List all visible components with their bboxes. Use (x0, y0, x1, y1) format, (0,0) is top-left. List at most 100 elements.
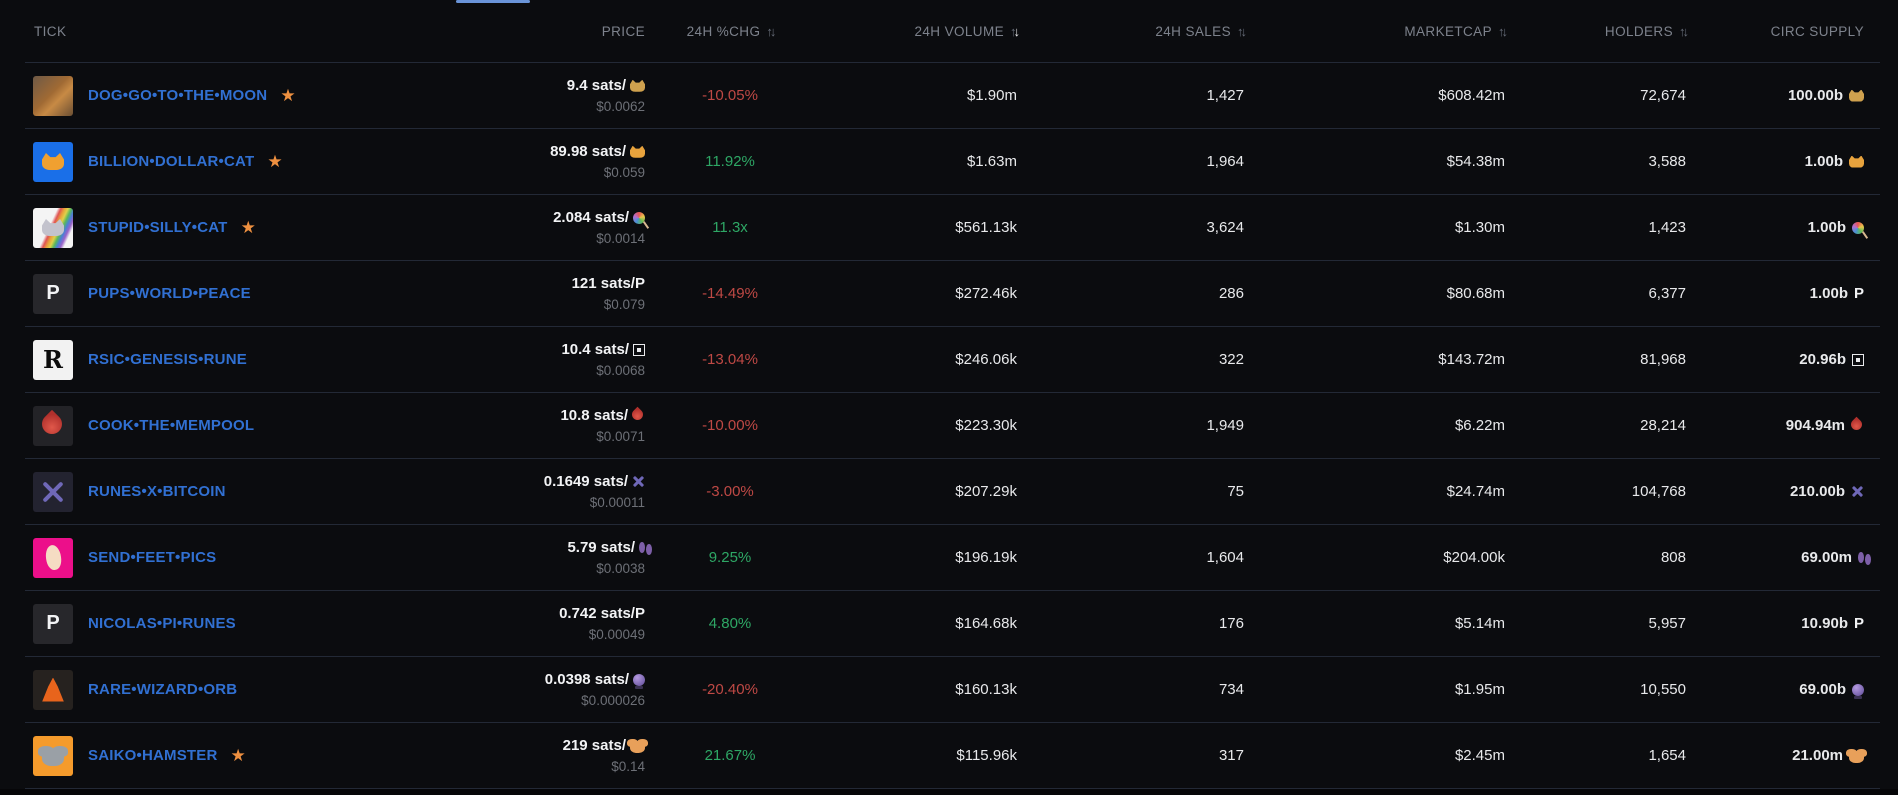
cat-face-icon (42, 153, 64, 170)
token-name-link[interactable]: STUPID•SILLY•CAT (88, 219, 228, 236)
token-name-link[interactable]: COOK•THE•MEMPOOL (88, 417, 255, 434)
sort-desc-icon: ↓ (1013, 23, 1020, 39)
rainbow-cat-thumbnail-icon (33, 207, 73, 248)
column-header-chg[interactable]: 24H %CHG ↑↓ (645, 24, 815, 39)
token-name-link[interactable]: RUNES•X•BITCOIN (88, 483, 226, 500)
circ-supply-value: 69.00m (1801, 549, 1852, 566)
volume-24h-value: $207.29k (955, 483, 1017, 500)
table-row[interactable]: DOG•GO•TO•THE•MOON ★ 9.4 sats/ $0.0062 -10.0… (25, 62, 1880, 128)
column-header-label: CIRC SUPPLY (1770, 23, 1864, 39)
token-name-link[interactable]: NICOLAS•PI•RUNES (88, 615, 236, 632)
foot-icon (43, 544, 63, 571)
price-cell: 5.79 sats/ $0.0038 (445, 537, 652, 578)
table-row[interactable]: COOK•THE•MEMPOOL 10.8 sats/ $0.0071 -10.00%… (25, 392, 1880, 458)
crystal-ball-emoji-icon (633, 673, 645, 689)
sort-asc-icon: ↑ (1679, 23, 1685, 39)
wizard-thumbnail-icon (33, 669, 73, 710)
price-usd: $0.00049 (588, 626, 645, 642)
table-row[interactable]: RARE•WIZARD•ORB 0.0398 sats/ $0.000026 -20.… (25, 656, 1880, 722)
star-icon[interactable]: ★ (240, 218, 256, 237)
price-sats-text: 121 sats/ (571, 274, 635, 292)
price-cell: 10.4 sats/ $0.0068 (445, 339, 645, 380)
circ-supply-value: 210.00b (1789, 483, 1845, 500)
star-icon[interactable]: ★ (230, 746, 246, 765)
flame-thumbnail-icon (33, 405, 73, 446)
hamster-thumbnail-icon (33, 735, 73, 776)
token-name-link[interactable]: PUPS•WORLD•PEACE (88, 285, 251, 302)
holders-value: 72,674 (1640, 87, 1686, 104)
tick-cell: STUPID•SILLY•CAT ★ (25, 207, 445, 248)
x-glyph-icon (632, 475, 645, 488)
sales-24h-value: 176 (1218, 615, 1244, 632)
price-sats-text: 5.79 sats/ (567, 538, 635, 556)
marketcap-value: $1.30m (1454, 219, 1505, 236)
purple-x-thumbnail-icon (33, 471, 73, 512)
column-header-sales[interactable]: 24H SALES ↑↓ (1017, 23, 1247, 39)
price-usd: $0.079 (603, 296, 645, 312)
column-header-mcap[interactable]: MARKETCAP ↑↓ (1244, 23, 1508, 39)
price-usd: $0.0038 (596, 560, 645, 576)
p-letter-icon: P (1853, 285, 1864, 302)
star-icon[interactable]: ★ (280, 86, 296, 105)
sort-arrows-icon: ↑↓ (766, 23, 776, 39)
table-row[interactable]: STUPID•SILLY•CAT ★ 2.084 sats/ $0.0014 11.3x… (25, 194, 1880, 260)
sort-desc-icon: ↓ (1240, 23, 1247, 39)
circ-supply-cell: 10.90b P (1686, 615, 1864, 632)
price-cell: 10.8 sats/ $0.0071 (445, 405, 646, 446)
token-name-link[interactable]: SAIKO•HAMSTER (88, 747, 218, 764)
column-header-label: 24H VOLUME (914, 23, 1004, 39)
price-cell: 2.084 sats/ $0.0014 (445, 207, 645, 248)
sort-asc-icon: ↑ (1498, 23, 1504, 39)
p-letter-icon: P (634, 604, 645, 622)
star-icon[interactable]: ★ (267, 152, 283, 171)
token-name-link[interactable]: DOG•GO•TO•THE•MOON (88, 87, 268, 104)
table-row[interactable]: SEND•FEET•PICS 5.79 sats/ $0.0038 9.25% $196… (25, 524, 1880, 590)
table-row[interactable]: BILLION•DOLLAR•CAT ★ 89.98 sats/ $0.059 11.9… (25, 128, 1880, 194)
letter-p-thumbnail-icon: P (33, 273, 73, 314)
token-name-link[interactable]: BILLION•DOLLAR•CAT (88, 153, 255, 170)
sort-arrows-icon: ↑↓ (1010, 23, 1020, 39)
dog-emoji-icon (630, 79, 645, 92)
holders-value: 104,768 (1631, 483, 1686, 500)
sort-asc-icon: ↑ (766, 23, 772, 39)
price-sats: 0.1649 sats/ (544, 471, 645, 493)
price-cell: 0.1649 sats/ $0.00011 (445, 471, 645, 512)
cat-emoji-icon (630, 145, 645, 158)
column-header-volume[interactable]: 24H VOLUME ↑↓ (815, 23, 1020, 39)
table-row[interactable]: SAIKO•HAMSTER ★ 219 sats/ $0.14 21.67% $115.9… (25, 722, 1880, 788)
table-row[interactable]: P PUPS•WORLD•PEACE 121 sats/P $0.079 -14.49%… (25, 260, 1880, 326)
marketcap-value: $1.95m (1454, 681, 1505, 698)
hamster-emoji-icon (1849, 751, 1864, 763)
change-24h-value: -13.04% (702, 350, 758, 368)
cat-face-icon (42, 219, 64, 236)
p-letter-icon: P (634, 274, 645, 292)
token-name-link[interactable]: SEND•FEET•PICS (88, 549, 217, 566)
column-header-price: PRICE (445, 24, 645, 39)
tick-cell: RARE•WIZARD•ORB (25, 669, 445, 710)
sales-24h-value: 317 (1218, 747, 1244, 764)
token-name-link[interactable]: RARE•WIZARD•ORB (88, 681, 238, 698)
table-row[interactable]: RUNES•X•BITCOIN 0.1649 sats/ $0.00011 -3.00… (25, 458, 1880, 524)
x-icon (40, 479, 66, 505)
wizard-icon (42, 677, 64, 702)
change-cell: 11.3x (645, 219, 815, 237)
column-header-label: MARKETCAP (1404, 23, 1492, 39)
sort-arrows-icon: ↑↓ (1679, 23, 1689, 39)
sales-24h-value: 322 (1218, 351, 1244, 368)
token-name-link[interactable]: RSIC•GENESIS•RUNE (88, 351, 247, 368)
change-24h-value: -20.40% (702, 680, 758, 698)
circ-supply-cell: 1.00b (1686, 219, 1864, 236)
price-sats-text: 9.4 sats/ (566, 76, 626, 94)
sales-24h-value: 1,427 (1206, 87, 1244, 104)
table-row[interactable]: R RSIC•GENESIS•RUNE 10.4 sats/ $0.0068 -13.0… (25, 326, 1880, 392)
price-sats: 0.742 sats/P (559, 603, 645, 625)
circ-supply-value: 21.00m (1792, 747, 1843, 764)
change-24h-value: -10.05% (702, 86, 758, 104)
change-24h-value: -10.00% (702, 416, 758, 434)
sort-arrows-icon: ↑↓ (1498, 23, 1508, 39)
table-row[interactable]: P NICOLAS•PI•RUNES 0.742 sats/P $0.00049 4.8… (25, 590, 1880, 656)
column-header-holders[interactable]: HOLDERS ↑↓ (1505, 23, 1689, 39)
x-glyph-icon (1851, 485, 1864, 498)
marketcap-value: $54.38m (1446, 153, 1505, 170)
price-usd: $0.059 (603, 164, 645, 180)
